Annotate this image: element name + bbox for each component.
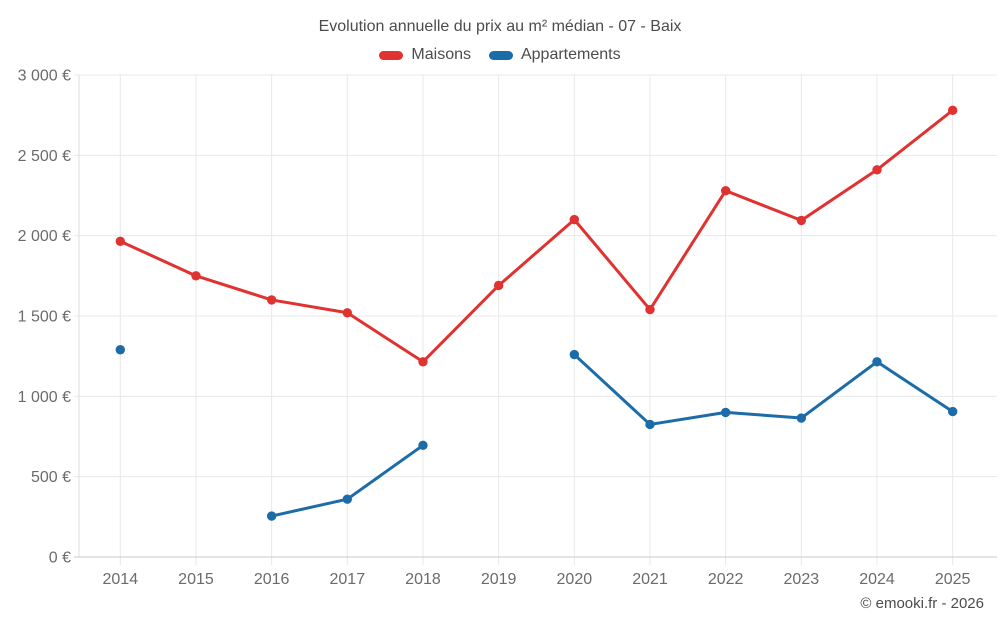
x-axis-label-2019: 2019 — [481, 571, 517, 588]
maisons-point-2021 — [645, 304, 655, 315]
appartements-swatch — [488, 50, 513, 60]
appartements-point-2014 — [115, 345, 126, 355]
x-axis-label-2022: 2022 — [708, 571, 744, 588]
appartements-line-segment-1 — [572, 353, 955, 426]
x-axis-label-2020: 2020 — [557, 571, 593, 588]
maisons-point-2024 — [872, 165, 882, 175]
maisons-point-2022 — [720, 185, 731, 196]
attribution: © emooki.fr - 2026 — [860, 595, 984, 612]
x-axis-label-2017: 2017 — [330, 571, 366, 588]
maisons-point-2019 — [493, 280, 504, 291]
legend-item-appartements[interactable]: Appartements — [488, 46, 621, 64]
y-axis-label-2000: 2 000 € — [18, 228, 71, 245]
maisons-point-2016 — [266, 295, 277, 305]
maisons-point-2025 — [947, 105, 958, 116]
appartements-point-2021 — [645, 419, 655, 430]
legend-label-maisons: Maisons — [411, 46, 471, 63]
appartements-point-2017 — [342, 494, 353, 504]
maisons-swatch — [379, 50, 404, 60]
y-axis-label-1000: 1 000 € — [18, 389, 71, 406]
maisons-point-2018 — [418, 357, 428, 367]
appartements-point-2018 — [418, 440, 428, 451]
x-axis-label-2025: 2025 — [935, 571, 971, 588]
maisons-point-2015 — [191, 271, 201, 281]
y-axis-label-2500: 2 500 € — [18, 148, 71, 165]
x-axis-label-2021: 2021 — [632, 571, 668, 588]
chart-title: Evolution annuelle du prix au m² médian … — [318, 18, 682, 35]
y-axis-label-0: 0 € — [49, 550, 71, 567]
maisons-point-2023 — [796, 215, 807, 226]
maisons-point-2014 — [115, 236, 126, 246]
x-axis-label-2023: 2023 — [784, 571, 820, 588]
legend-item-maisons[interactable]: Maisons — [379, 46, 471, 64]
maisons-line-segment-0 — [118, 108, 955, 364]
appartements-point-2025 — [947, 406, 958, 417]
appartements-point-2022 — [720, 407, 731, 418]
maisons-point-2020 — [569, 214, 580, 225]
appartements-point-2016 — [266, 511, 277, 521]
x-axis-label-2024: 2024 — [859, 571, 895, 588]
x-axis-label-2018: 2018 — [405, 571, 441, 588]
chart-legend: Maisons Appartements — [0, 46, 1000, 64]
x-axis-label-2016: 2016 — [254, 571, 290, 588]
y-axis-label-1500: 1 500 € — [18, 309, 71, 326]
x-axis-label-2015: 2015 — [178, 571, 214, 588]
y-axis-label-3000: 3 000 € — [18, 68, 71, 85]
appartements-point-2024 — [872, 357, 882, 367]
maisons-point-2017 — [342, 308, 353, 318]
appartements-point-2023 — [796, 413, 807, 423]
appartements-point-2020 — [569, 349, 580, 360]
x-axis-label-2014: 2014 — [103, 571, 139, 588]
y-axis-label-500: 500 € — [31, 469, 71, 486]
legend-label-appartements: Appartements — [520, 46, 621, 63]
